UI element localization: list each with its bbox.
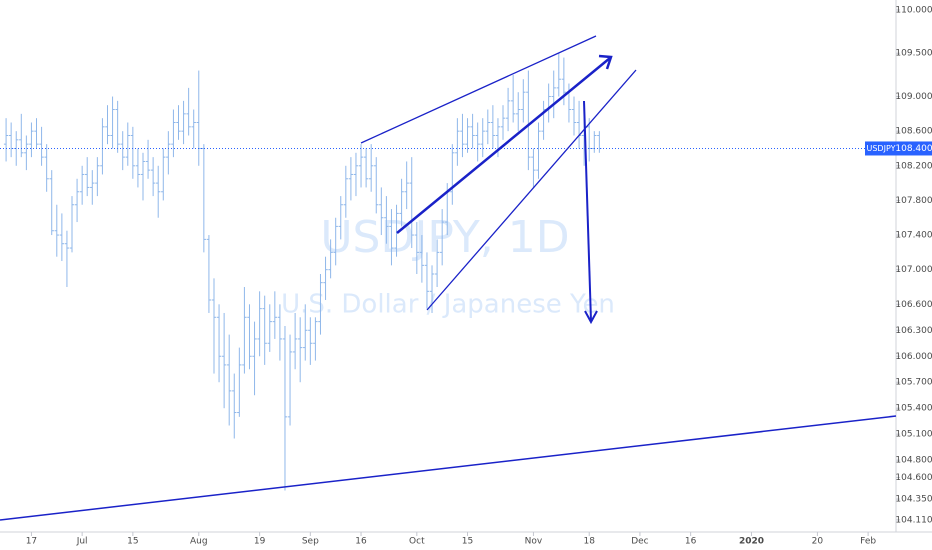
trend-line bbox=[360, 35, 597, 144]
x-tick-label: 15 bbox=[127, 537, 138, 547]
y-tick-label: 106.300 bbox=[895, 326, 932, 336]
x-tick-label: 19 bbox=[254, 537, 266, 547]
y-tick-label: 105.400 bbox=[895, 404, 932, 414]
y-tick-label: 109.500 bbox=[895, 49, 932, 59]
watermark: USDJPY, 1D U.S. Dollar / Japanese Yen bbox=[281, 212, 615, 320]
x-tick-label: 17 bbox=[26, 537, 37, 547]
arrow-head bbox=[598, 54, 613, 70]
down-arrow bbox=[583, 100, 592, 322]
y-tick-label: 104.110 bbox=[895, 515, 932, 525]
y-tick-label: 109.000 bbox=[895, 92, 932, 102]
y-tick-label: 108.200 bbox=[895, 161, 932, 171]
y-tick-label: 108.600 bbox=[895, 127, 932, 137]
y-tick-label: 107.400 bbox=[895, 231, 932, 241]
drawings bbox=[0, 35, 897, 521]
y-tick-label: 107.800 bbox=[895, 196, 932, 206]
y-tick-label: 104.800 bbox=[895, 456, 932, 466]
x-tick-label: Jul bbox=[76, 537, 88, 547]
watermark-subtitle: U.S. Dollar / Japanese Yen bbox=[281, 290, 615, 320]
y-tick-label: 104.600 bbox=[895, 473, 932, 483]
y-tick-label: 105.700 bbox=[895, 378, 932, 388]
x-tick-label: Aug bbox=[190, 537, 208, 547]
x-tick-label: Oct bbox=[409, 537, 425, 547]
x-tick-label: 2020 bbox=[739, 537, 764, 547]
x-tick-label: 20 bbox=[812, 537, 824, 547]
x-tick-label: 18 bbox=[583, 537, 595, 547]
support-line bbox=[0, 415, 897, 521]
y-tick-label: 110.000 bbox=[895, 5, 932, 15]
x-tick-label: 16 bbox=[685, 537, 697, 547]
arrow-head bbox=[584, 310, 598, 325]
x-tick-label: Nov bbox=[525, 537, 543, 547]
x-tick-label: Dec bbox=[631, 537, 648, 547]
bars bbox=[0, 53, 896, 491]
x-tick-label: Sep bbox=[302, 537, 319, 547]
y-tick-label: 104.350 bbox=[895, 495, 932, 505]
x-tick-label: 15 bbox=[462, 537, 473, 547]
symbol-label-box bbox=[865, 141, 897, 156]
price-label: 108.400 bbox=[895, 144, 932, 154]
trend-line bbox=[426, 69, 637, 311]
y-tick-label: 106.000 bbox=[895, 352, 932, 362]
watermark-title: USDJPY, 1D bbox=[320, 212, 569, 263]
y-tick-label: 107.000 bbox=[895, 265, 932, 275]
y-tick-label: 105.100 bbox=[895, 430, 932, 440]
x-tick-label: 16 bbox=[355, 537, 367, 547]
x-tick-label: Feb bbox=[860, 537, 876, 547]
price-label-box bbox=[897, 141, 932, 156]
symbol-label: USDJPY bbox=[867, 144, 896, 153]
axes: 110.000 109.500 109.000 108.600 108.200 107.8… bbox=[26, 5, 932, 547]
trend-arrow bbox=[396, 57, 611, 234]
y-tick-label: 106.600 bbox=[895, 300, 932, 310]
